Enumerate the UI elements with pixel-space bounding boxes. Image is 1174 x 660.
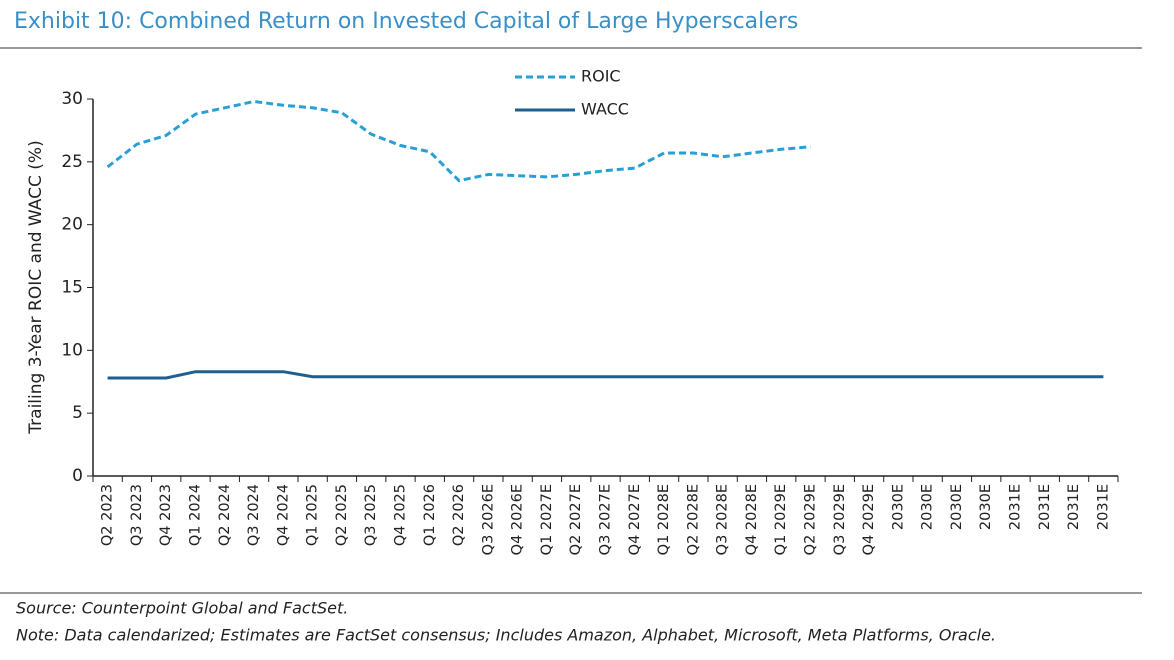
y-tick-label: 25 xyxy=(61,152,83,172)
x-tick-label: Q1 2029E xyxy=(773,484,789,555)
series-line xyxy=(106,99,811,183)
x-tick-label: Q3 2028E xyxy=(715,484,731,555)
note: Note: Data calendarized; Estimates are F… xyxy=(16,626,996,645)
x-tick-label: Q2 2026 xyxy=(451,484,467,546)
x-tick-label: Q2 2023 xyxy=(100,484,116,546)
x-tick-label: Q3 2029E xyxy=(832,484,848,555)
x-tick-label: Q2 2024 xyxy=(217,484,233,546)
y-tick-label: 30 xyxy=(61,89,83,109)
x-tick-label: Q4 2024 xyxy=(275,484,291,546)
chart-title: Exhibit 10: Combined Return on Invested … xyxy=(14,9,798,34)
x-tick-label: Q4 2023 xyxy=(158,484,174,546)
x-tick-label: Q3 2025 xyxy=(363,484,379,546)
x-tick-label: Q4 2026E xyxy=(510,484,526,555)
x-tick-label: 2031E xyxy=(1066,484,1082,530)
x-tick-label: Q2 2028E xyxy=(685,484,701,555)
x-tick-label: Q2 2029E xyxy=(803,484,819,555)
x-tick-label: Q1 2025 xyxy=(305,484,321,546)
x-tick-label: Q3 2027E xyxy=(598,484,614,555)
x-tick-label: Q2 2025 xyxy=(334,484,350,546)
y-tick-label: 0 xyxy=(72,466,83,486)
x-tick-label: Q1 2024 xyxy=(188,484,204,546)
y-tick-label: 10 xyxy=(61,340,83,360)
x-tick-label: Q4 2027E xyxy=(627,484,643,555)
y-tick-label: 15 xyxy=(61,278,83,298)
x-tick-label: Q4 2025 xyxy=(393,484,409,546)
x-tick-label: Q3 2023 xyxy=(129,484,145,546)
x-tick-label: Q3 2024 xyxy=(246,484,262,546)
x-tick-label: 2030E xyxy=(890,484,906,530)
x-tick-label: 2030E xyxy=(920,484,936,530)
y-axis-label: Trailing 3-Year ROIC and WACC (%) xyxy=(26,140,46,434)
x-tick-label: 2031E xyxy=(1008,484,1024,530)
series-line xyxy=(107,370,1104,380)
y-tick-label: 5 xyxy=(72,403,83,423)
x-tick-label: Q4 2029E xyxy=(861,484,877,555)
legend-label: ROIC xyxy=(581,67,621,86)
y-tick-label: 20 xyxy=(61,215,83,235)
x-tick-label: Q1 2028E xyxy=(656,484,672,555)
x-tick-label: Q2 2027E xyxy=(568,484,584,555)
x-tick-label: Q3 2026E xyxy=(480,484,496,555)
x-tick-label: 2030E xyxy=(978,484,994,530)
x-tick-label: Q1 2026 xyxy=(422,484,438,546)
x-tick-label: 2030E xyxy=(949,484,965,530)
x-tick-label: Q4 2028E xyxy=(744,484,760,555)
x-tick-label: 2031E xyxy=(1095,484,1111,530)
x-tick-label: 2031E xyxy=(1037,484,1053,530)
source: Source: Counterpoint Global and FactSet. xyxy=(16,599,348,618)
x-tick-label: Q1 2027E xyxy=(539,484,555,555)
legend-label: WACC xyxy=(581,100,629,119)
